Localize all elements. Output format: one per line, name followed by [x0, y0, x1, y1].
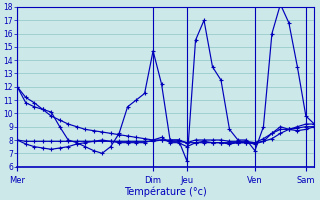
X-axis label: Température (°c): Température (°c): [124, 186, 207, 197]
